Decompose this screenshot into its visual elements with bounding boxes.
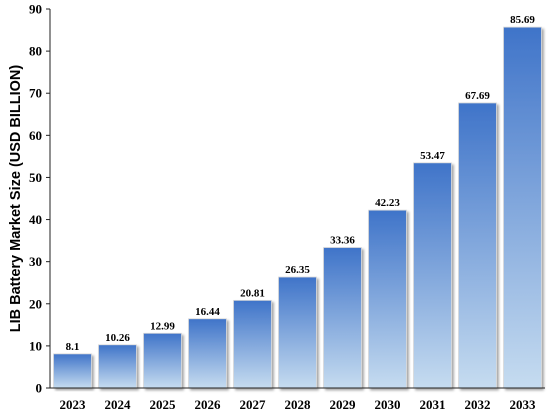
bar-2033 bbox=[503, 26, 542, 389]
bar-2024 bbox=[98, 344, 137, 389]
x-tick-label-2031: 2031 bbox=[420, 397, 446, 412]
x-tick-label-2024: 2024 bbox=[105, 397, 132, 412]
x-axis-ticks: 2023 2024 2025 2026 2027 2028 2029 2030 2031 2032… bbox=[60, 397, 537, 412]
data-label-2033: 85.69 bbox=[510, 14, 535, 26]
y-tick-label: 20 bbox=[29, 296, 42, 311]
y-tick-label: 40 bbox=[29, 212, 42, 227]
data-label-2028: 26.35 bbox=[285, 264, 310, 276]
data-label-2024: 10.26 bbox=[105, 332, 130, 344]
bar-2029 bbox=[323, 247, 362, 389]
bar-2023 bbox=[53, 353, 92, 389]
data-label-2026: 16.44 bbox=[195, 306, 220, 318]
y-tick-label: 50 bbox=[29, 170, 42, 185]
y-tick-label: 10 bbox=[29, 338, 42, 353]
y-tick-label: 90 bbox=[29, 2, 42, 17]
bars: 8.1 10.26 12.99 16.44 20.81 26.35 33.36 42.23 53… bbox=[53, 14, 542, 389]
x-tick-label-2030: 2030 bbox=[375, 397, 401, 412]
y-tick-label: 70 bbox=[29, 86, 42, 101]
data-label-2027: 20.81 bbox=[240, 287, 265, 299]
y-axis-ticks: 0 10 20 30 40 50 60 70 80 90 bbox=[29, 2, 50, 396]
bar-2025 bbox=[143, 332, 182, 389]
bar-2032 bbox=[458, 102, 497, 389]
bar-2030 bbox=[368, 209, 407, 389]
bar-2031 bbox=[413, 162, 452, 389]
x-tick-label-2033: 2033 bbox=[510, 397, 537, 412]
data-label-2025: 12.99 bbox=[150, 320, 175, 332]
data-label-2032: 67.69 bbox=[465, 90, 490, 102]
y-tick-label: 60 bbox=[29, 128, 42, 143]
data-label-2029: 33.36 bbox=[330, 235, 355, 247]
y-tick-label: 80 bbox=[29, 44, 42, 59]
x-tick-label-2028: 2028 bbox=[285, 397, 312, 412]
x-tick-label-2023: 2023 bbox=[60, 397, 87, 412]
y-tick-label: 0 bbox=[36, 381, 43, 396]
bar-2026 bbox=[188, 318, 227, 389]
data-label-2030: 42.23 bbox=[375, 197, 400, 209]
y-axis-title: LIB Battery Market Size (USD BILLION) bbox=[8, 65, 24, 333]
data-label-2023: 8.1 bbox=[66, 341, 80, 353]
x-tick-label-2029: 2029 bbox=[330, 397, 357, 412]
bar-2028 bbox=[278, 276, 317, 389]
data-label-2031: 53.47 bbox=[420, 150, 445, 162]
bar-2027 bbox=[233, 299, 272, 389]
x-tick-label-2027: 2027 bbox=[240, 397, 267, 412]
x-tick-label-2025: 2025 bbox=[150, 397, 177, 412]
x-tick-label-2026: 2026 bbox=[195, 397, 222, 412]
x-tick-label-2032: 2032 bbox=[465, 397, 491, 412]
y-tick-label: 30 bbox=[29, 254, 42, 269]
